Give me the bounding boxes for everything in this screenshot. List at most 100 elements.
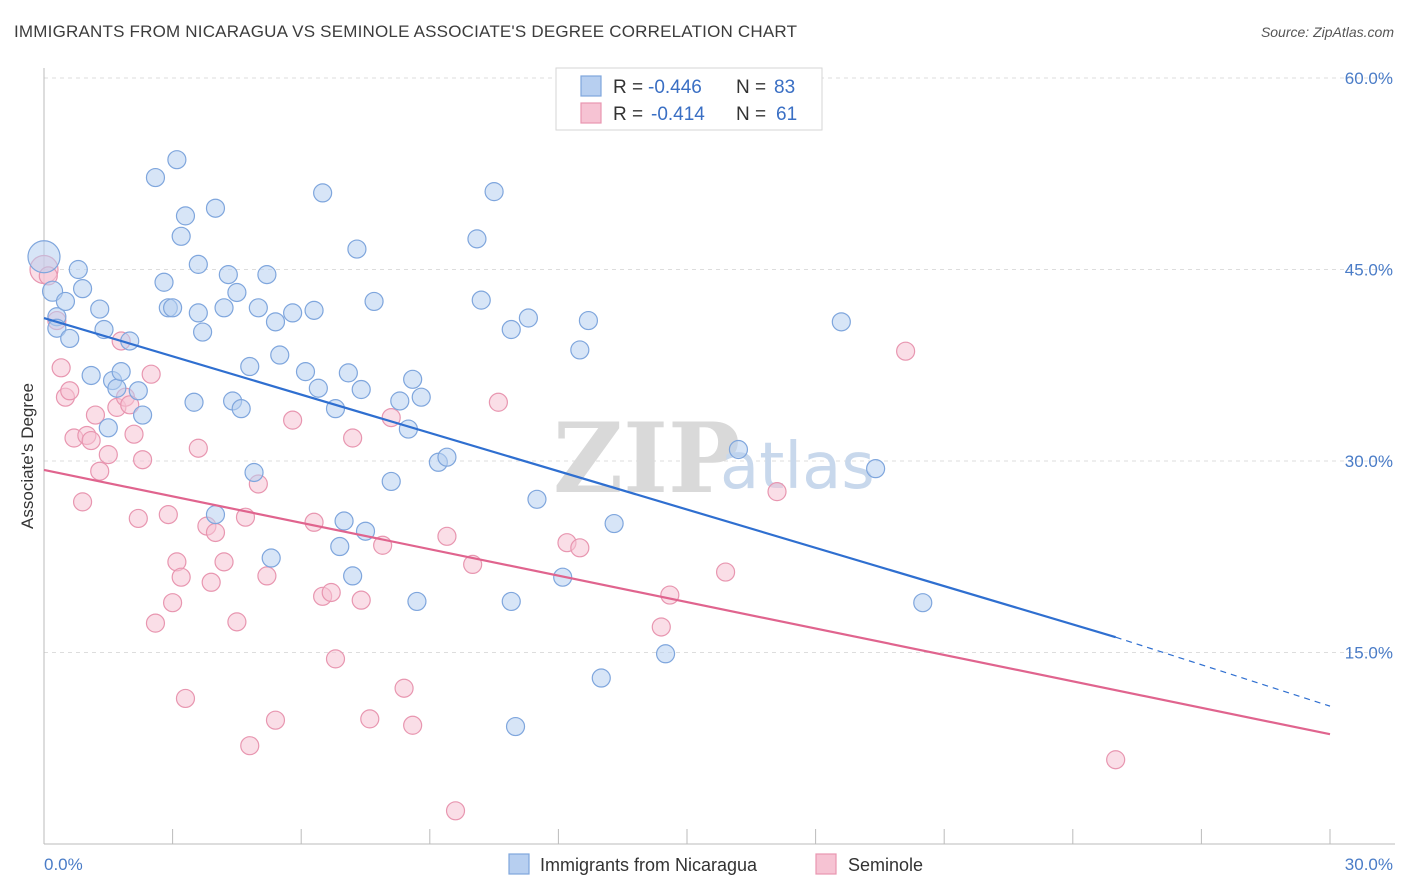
y-tick-labels: 15.0% 30.0% 45.0% 60.0% <box>1345 69 1393 663</box>
nicaragua-point <box>163 298 183 318</box>
legend-r-value-1: -0.446 <box>648 77 702 98</box>
nicaragua-point <box>343 566 363 586</box>
seminole-point <box>257 566 277 586</box>
legend-n-label-1: N = <box>736 77 766 98</box>
nicaragua-points <box>27 150 933 737</box>
seminole-point <box>72 492 93 512</box>
x-tick-labels: 0.0% 30.0% <box>44 855 1393 874</box>
seminole-point <box>81 430 101 451</box>
nicaragua-point <box>304 300 324 320</box>
nicaragua-point <box>381 471 401 492</box>
seminole-point <box>132 450 153 470</box>
nicaragua-point <box>90 299 110 319</box>
nicaragua-point <box>604 513 624 534</box>
seminole-point <box>570 538 590 558</box>
axes <box>43 68 1395 845</box>
nicaragua-trend-extension <box>1115 636 1331 707</box>
seminole-point <box>767 482 787 502</box>
nicaragua-point <box>313 183 333 203</box>
nicaragua-point <box>437 447 457 467</box>
nicaragua-point <box>68 259 88 280</box>
chart-title: IMMIGRANTS FROM NICARAGUA VS SEMINOLE AS… <box>14 22 798 41</box>
nicaragua-point <box>248 298 268 318</box>
nicaragua-point <box>407 591 427 612</box>
seminole-point <box>90 461 110 481</box>
nicaragua-point <box>471 290 491 310</box>
nicaragua-point <box>347 239 367 259</box>
nicaragua-point <box>227 282 247 303</box>
nicaragua-point <box>188 254 208 274</box>
seminole-point <box>403 715 423 735</box>
watermark: ZIP atlas <box>553 402 875 515</box>
seminole-point <box>304 512 324 532</box>
nicaragua-point <box>330 536 350 557</box>
seminole-point <box>651 617 671 637</box>
nicaragua-point <box>308 378 328 398</box>
y-tick-label: 60.0% <box>1345 69 1393 88</box>
nicaragua-point <box>175 206 196 226</box>
seminole-point <box>124 424 144 444</box>
nicaragua-point <box>270 345 290 365</box>
nicaragua-point <box>484 182 504 202</box>
nicaragua-point <box>81 365 101 386</box>
seminole-point <box>201 572 221 592</box>
nicaragua-point <box>171 226 191 246</box>
legend-r-value-2: -0.414 <box>651 104 705 125</box>
nicaragua-point <box>338 363 358 383</box>
nicaragua-point <box>578 310 599 331</box>
nicaragua-point <box>111 362 131 382</box>
seminole-point <box>325 649 346 669</box>
nicaragua-point <box>132 405 153 425</box>
series-legend-label-nicaragua: Immigrants from Nicaragua <box>540 855 758 875</box>
seminole-point <box>240 736 260 756</box>
seminole-point <box>214 552 234 572</box>
nicaragua-point <box>866 459 886 479</box>
legend-n-label-2: N = <box>736 104 766 125</box>
seminole-point <box>715 562 736 582</box>
seminole-point <box>343 428 363 448</box>
legend-r-label-1: R = <box>613 77 643 98</box>
seminole-point <box>360 709 380 729</box>
nicaragua-point <box>570 340 590 360</box>
nicaragua-point <box>218 265 238 285</box>
seminole-point <box>98 445 118 465</box>
nicaragua-point <box>283 303 303 323</box>
seminole-point <box>660 585 680 605</box>
nicaragua-point <box>145 167 166 188</box>
nicaragua-point <box>403 369 423 389</box>
nicaragua-trend-line <box>43 316 1116 639</box>
stats-legend: R = -0.446 N = 83 R = -0.414 N = 61 <box>555 67 823 131</box>
y-axis-label: Associate's Degree <box>18 383 37 529</box>
nicaragua-point <box>265 312 286 332</box>
legend-swatch-blue <box>580 75 602 97</box>
seminole-point <box>145 613 166 633</box>
seminole-point <box>175 688 196 709</box>
series-legend-swatch-blue <box>508 853 530 875</box>
seminole-points <box>29 254 1126 821</box>
nicaragua-point <box>913 593 933 613</box>
nicaragua-point <box>55 291 76 312</box>
nicaragua-point <box>390 391 410 411</box>
nicaragua-point <box>295 362 316 382</box>
y-tick-label: 15.0% <box>1345 644 1393 663</box>
legend-n-value-1: 83 <box>774 77 795 98</box>
nicaragua-point <box>501 591 521 612</box>
seminole-point <box>227 612 247 632</box>
nicaragua-point <box>591 668 611 688</box>
nicaragua-point <box>467 229 487 249</box>
series-legend-label-seminole: Seminole <box>848 855 923 875</box>
nicaragua-point <box>831 312 851 332</box>
nicaragua-point <box>364 291 384 312</box>
x-tick-label: 0.0% <box>44 855 83 874</box>
y-tick-label: 30.0% <box>1345 452 1393 471</box>
seminole-point <box>188 438 208 458</box>
seminole-point <box>205 522 226 543</box>
seminole-point <box>85 405 106 425</box>
legend-swatch-pink <box>580 102 602 124</box>
nicaragua-point <box>205 505 226 525</box>
seminole-point <box>128 508 148 529</box>
nicaragua-point <box>505 716 526 737</box>
series-legend: Immigrants from Nicaragua Seminole <box>508 853 923 875</box>
nicaragua-point <box>107 378 127 398</box>
seminole-point <box>283 410 303 430</box>
